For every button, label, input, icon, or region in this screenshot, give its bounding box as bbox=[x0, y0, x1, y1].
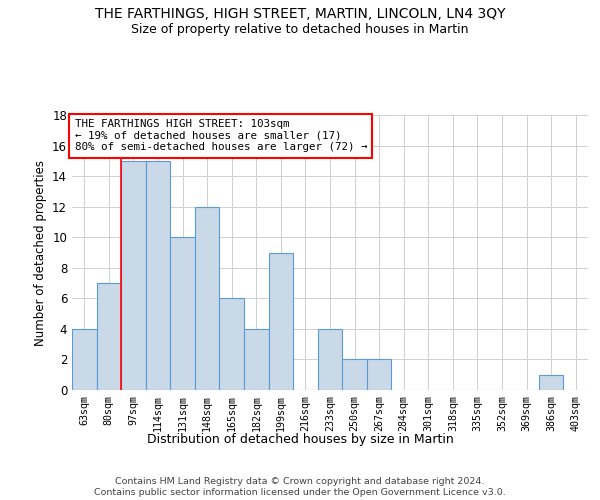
Bar bbox=[146, 161, 170, 390]
Bar bbox=[318, 329, 342, 390]
Bar bbox=[244, 329, 269, 390]
Bar bbox=[195, 206, 220, 390]
Text: Distribution of detached houses by size in Martin: Distribution of detached houses by size … bbox=[146, 432, 454, 446]
Bar bbox=[170, 237, 195, 390]
Text: THE FARTHINGS HIGH STREET: 103sqm
← 19% of detached houses are smaller (17)
80% : THE FARTHINGS HIGH STREET: 103sqm ← 19% … bbox=[74, 119, 367, 152]
Bar bbox=[269, 252, 293, 390]
Text: Size of property relative to detached houses in Martin: Size of property relative to detached ho… bbox=[131, 22, 469, 36]
Bar bbox=[97, 283, 121, 390]
Text: THE FARTHINGS, HIGH STREET, MARTIN, LINCOLN, LN4 3QY: THE FARTHINGS, HIGH STREET, MARTIN, LINC… bbox=[95, 8, 505, 22]
Text: Contains HM Land Registry data © Crown copyright and database right 2024.
Contai: Contains HM Land Registry data © Crown c… bbox=[94, 478, 506, 497]
Bar bbox=[367, 360, 391, 390]
Bar bbox=[72, 329, 97, 390]
Bar bbox=[342, 360, 367, 390]
Y-axis label: Number of detached properties: Number of detached properties bbox=[34, 160, 47, 346]
Bar bbox=[220, 298, 244, 390]
Bar bbox=[539, 374, 563, 390]
Bar bbox=[121, 161, 146, 390]
